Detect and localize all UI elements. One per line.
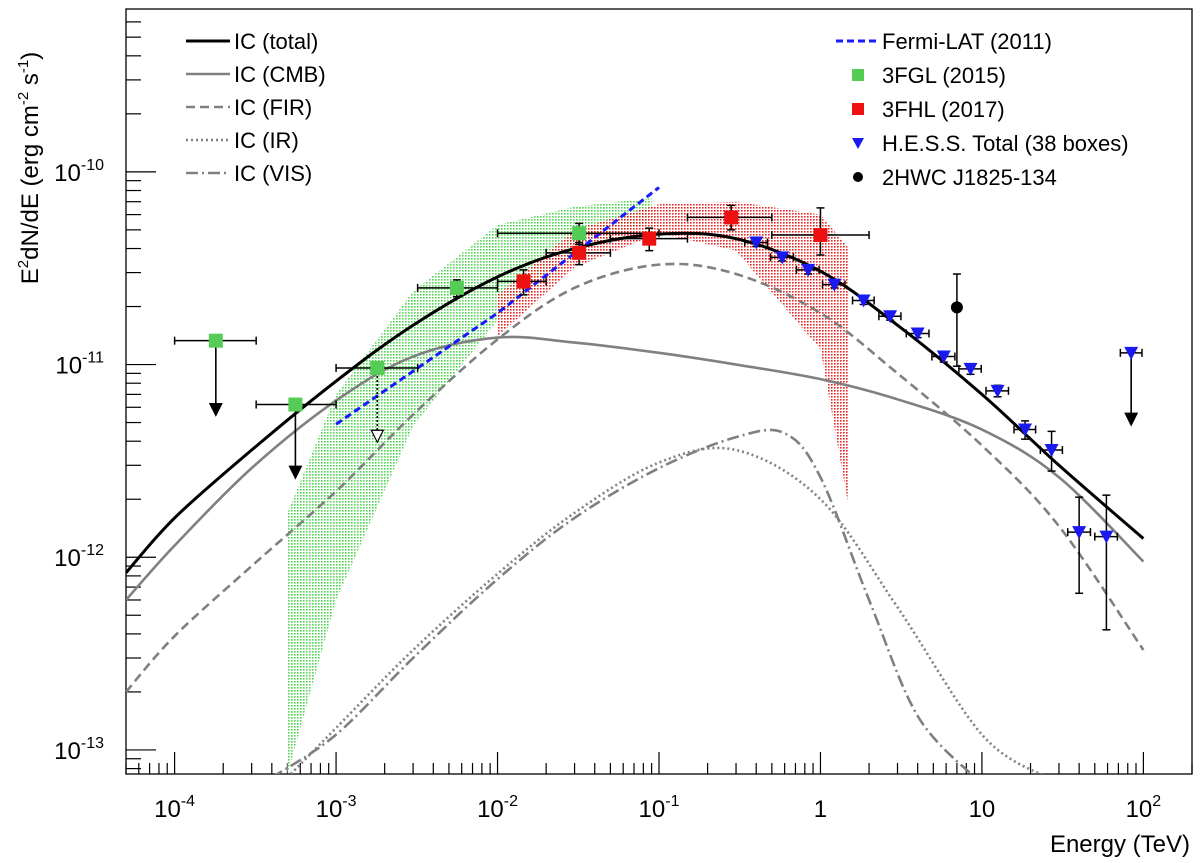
point-3fgl-2015 (288, 397, 303, 412)
point-h-e-s-s-total-38-boxes (1099, 530, 1114, 544)
legend-label: IC (VIS) (234, 161, 312, 186)
legend-label: 3FHL (2017) (882, 97, 1005, 122)
legend-item: 2HWC J1825-134 (853, 165, 1057, 190)
legend-label: IC (FIR) (234, 95, 312, 120)
legend-item: 3FHL (2017) (852, 97, 1005, 122)
legend-item: IC (IR) (186, 128, 299, 153)
y-tick-label: 10-13 (54, 735, 104, 765)
legend-item: Fermi-LAT (2011) (836, 29, 1052, 54)
legend-label: IC (IR) (234, 128, 299, 153)
point-3fhl-2017 (516, 274, 531, 289)
x-tick-label: 10-3 (316, 793, 357, 823)
y-axis-label: E2dN/dE (erg cm-2 s-1) (15, 52, 44, 284)
legend-label: 2HWC J1825-134 (882, 165, 1057, 190)
legend-right: Fermi-LAT (2011) 3FGL (2015) 3FHL (2017) H.… (836, 29, 1129, 190)
legend-item: 3FGL (2015) (852, 63, 1006, 88)
point-h-e-s-s-total-38-boxes (1072, 526, 1087, 540)
point-h-e-s-s-total-38-boxes (1018, 423, 1033, 437)
point-h-e-s-s-total-38-boxes (1124, 346, 1139, 360)
legend-label: Fermi-LAT (2011) (882, 29, 1052, 54)
legend-item: H.E.S.S. Total (38 boxes) (852, 131, 1129, 156)
point-3fhl-2017 (813, 228, 828, 243)
legend-label: H.E.S.S. Total (38 boxes) (882, 131, 1129, 156)
point-3fgl-2015 (572, 226, 587, 241)
point-h-e-s-s-total-38-boxes (775, 251, 790, 265)
legend-item: IC (VIS) (186, 161, 312, 186)
legend-item: IC (FIR) (186, 95, 312, 120)
curve-ic-vis (274, 428, 973, 774)
point-2hwc-j1825-134 (950, 301, 963, 314)
x-tick-label: 102 (1126, 793, 1162, 823)
point-3fgl-2015 (449, 280, 464, 295)
axis-tick-labels: 10-4 10-3 10-2 10-1 1 10 10210-1310-1210-1110-… (54, 157, 1161, 823)
point-3fhl-2017 (572, 245, 587, 260)
upper-limit-arrow (208, 402, 223, 417)
curves-layer (126, 186, 1145, 774)
plot-area (126, 186, 1145, 774)
point-h-e-s-s-total-38-boxes (856, 294, 871, 308)
point-h-e-s-s-total-38-boxes (749, 236, 764, 250)
y-tick-label: 10-10 (54, 157, 104, 187)
point-3fgl-2015 (370, 360, 385, 375)
legend-swatch-square (852, 69, 864, 81)
upper-limit-arrow (288, 465, 303, 480)
points-layer (173, 204, 1143, 631)
point-h-e-s-s-total-38-boxes (883, 310, 898, 324)
legend-label: IC (CMB) (234, 62, 326, 87)
point-h-e-s-s-total-38-boxes (827, 278, 842, 292)
x-tick-label: 1 (814, 796, 827, 823)
point-3fhl-2017 (724, 210, 739, 225)
x-tick-label: 10-4 (154, 793, 195, 823)
legend-swatch-square (852, 103, 864, 115)
point-h-e-s-s-total-38-boxes (936, 350, 951, 364)
point-h-e-s-s-total-38-boxes (910, 327, 925, 341)
upper-limit-arrow (370, 429, 385, 444)
legend-item: IC (total) (186, 29, 318, 54)
curve-fermi-lat-2011 (335, 186, 660, 426)
legend-swatch-triangle-down (852, 138, 864, 149)
upper-limit-arrow (1124, 412, 1139, 427)
legend-label: 3FGL (2015) (882, 63, 1006, 88)
y-tick-label: 10-11 (55, 350, 104, 380)
curve-ic-cmb (126, 335, 1145, 601)
point-h-e-s-s-total-38-boxes (963, 362, 978, 376)
point-h-e-s-s-total-38-boxes (990, 384, 1005, 398)
legend-swatch-circle (853, 172, 863, 182)
curve-ic-ir (288, 446, 1043, 774)
curve-ic-total (126, 231, 1145, 574)
bands-layer (287, 198, 849, 774)
plot-frame (125, 8, 1193, 775)
point-3fhl-2017 (642, 231, 657, 246)
y-tick-label: 10-12 (54, 542, 104, 572)
point-h-e-s-s-total-38-boxes (1044, 444, 1059, 458)
point-h-e-s-s-total-38-boxes (801, 263, 816, 277)
band-3fgl (287, 198, 652, 774)
legend-item: IC (CMB) (186, 62, 326, 87)
band-3fhl (497, 201, 849, 509)
x-tick-label: 10-2 (477, 793, 518, 823)
point-3fgl-2015 (208, 333, 223, 348)
x-axis-label: Energy (TeV) (1050, 831, 1190, 858)
curve-ic-fir (126, 262, 1145, 693)
axis-ticks (125, 21, 1193, 774)
legend-left: IC (total) IC (CMB) IC (FIR) IC (IR) IC (VIS… (186, 29, 326, 186)
x-tick-label: 10-1 (639, 793, 680, 823)
legend-label: IC (total) (234, 29, 318, 54)
x-tick-label: 10 (969, 796, 996, 823)
